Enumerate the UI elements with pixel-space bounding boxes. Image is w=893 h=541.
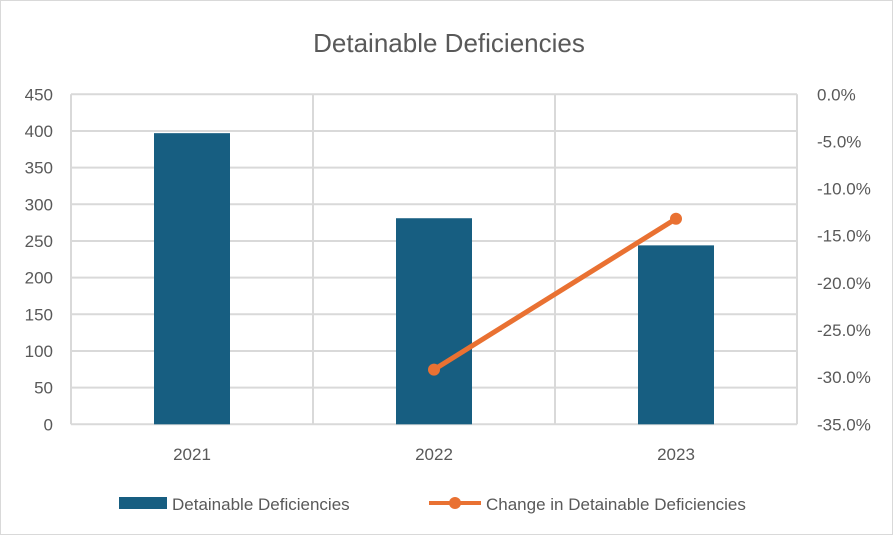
change-line xyxy=(432,216,678,372)
x-tick-label: 2021 xyxy=(173,445,211,464)
y-left-tick-label: 300 xyxy=(25,195,53,214)
x-tick-label: 2023 xyxy=(657,445,695,464)
y-left-tick-label: 450 xyxy=(25,85,53,104)
y-left-tick-label: 250 xyxy=(25,232,53,251)
legend-label-bar: Detainable Deficiencies xyxy=(172,495,350,514)
legend-label-line: Change in Detainable Deficiencies xyxy=(486,495,746,514)
bar-2021 xyxy=(154,133,230,425)
y-left-tick-label: 0 xyxy=(44,415,53,434)
legend-swatch-marker xyxy=(449,497,461,509)
change-point-2022 xyxy=(428,363,440,376)
y-left-tick-label: 200 xyxy=(25,269,53,288)
y-left-tick-label: 50 xyxy=(34,379,53,398)
y-left-tick-label: 150 xyxy=(25,305,53,324)
x-tick-label: 2022 xyxy=(415,445,453,464)
y-right-tick-label: -25.0% xyxy=(817,321,871,340)
y-left-tick-label: 100 xyxy=(25,342,53,361)
y-left-tick-label: 400 xyxy=(25,122,53,141)
y-left-tick-label: 350 xyxy=(25,159,53,178)
y-right-tick-label: -35.0% xyxy=(817,415,871,434)
bar-2022 xyxy=(396,218,472,425)
change-point-2023 xyxy=(670,212,682,225)
y-right-tick-label: 0.0% xyxy=(817,85,856,104)
y-right-tick-label: -15.0% xyxy=(817,227,871,246)
y-right-tick-label: -30.0% xyxy=(817,368,871,387)
bar-2023 xyxy=(638,245,714,425)
y-right-tick-label: -5.0% xyxy=(817,132,861,151)
chart-title: Detainable Deficiencies xyxy=(313,28,585,58)
y-right-tick-label: -20.0% xyxy=(817,274,871,293)
legend-swatch-bar xyxy=(119,497,167,509)
legend: Detainable Deficiencies Change in Detain… xyxy=(119,495,746,514)
y-right-tick-label: -10.0% xyxy=(817,180,871,199)
